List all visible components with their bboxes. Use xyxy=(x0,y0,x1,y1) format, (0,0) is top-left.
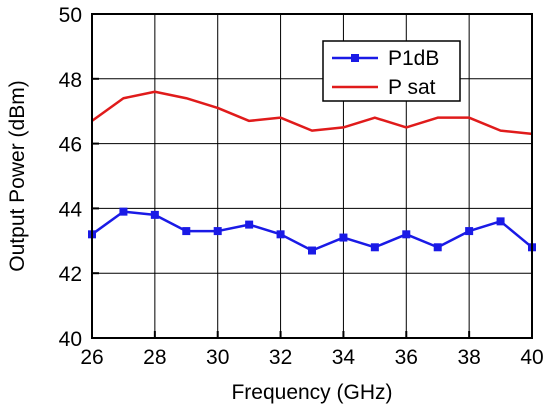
x-tick-label: 32 xyxy=(269,346,292,369)
data-point-p1db xyxy=(433,243,442,252)
y-tick-label: 46 xyxy=(59,134,82,157)
legend-marker xyxy=(351,54,359,62)
plot-frame xyxy=(91,13,533,339)
data-point-p1db xyxy=(182,227,191,236)
y-tick-label: 44 xyxy=(59,198,83,221)
data-point-p1db xyxy=(339,233,348,242)
y-tick-label: 50 xyxy=(59,4,82,27)
data-point-p1db xyxy=(213,227,222,236)
x-tick-label: 38 xyxy=(457,346,480,369)
y-tick-label: 40 xyxy=(59,328,82,351)
data-point-p1db xyxy=(308,246,316,255)
legend-label: P1dB xyxy=(388,47,439,70)
data-point-p1db xyxy=(150,210,159,219)
x-axis-title: Frequency (GHz) xyxy=(231,381,392,404)
legend: P1dB P sat xyxy=(322,40,461,102)
data-point-p1db xyxy=(370,243,379,252)
series-line-p-sat xyxy=(91,90,533,136)
data-point-p1db xyxy=(276,230,285,239)
data-point-p1db xyxy=(496,217,505,226)
x-tick-label: 34 xyxy=(332,346,356,369)
x-tick-label: 30 xyxy=(206,346,229,369)
grid xyxy=(91,13,533,339)
x-tick-label: 36 xyxy=(395,346,418,369)
y-tick-label: 42 xyxy=(59,263,82,286)
x-tick-label: 26 xyxy=(80,346,103,369)
x-tick-label: 40 xyxy=(520,346,543,369)
y-tick-label: 48 xyxy=(59,69,82,92)
data-point-p1db xyxy=(402,230,411,239)
data-point-p1db xyxy=(465,227,474,236)
series-layer xyxy=(88,90,536,255)
x-tick-label: 28 xyxy=(143,346,166,369)
data-point-p1db xyxy=(245,220,254,229)
y-axis-title: Output Power (dBm) xyxy=(6,80,29,271)
ticks: 26 28 30 32 34 36 38 40 40 42 44 46 48 50 xyxy=(59,4,544,369)
data-point-p1db xyxy=(119,207,128,216)
legend-label: P sat xyxy=(388,76,436,99)
legend-box xyxy=(322,40,461,102)
